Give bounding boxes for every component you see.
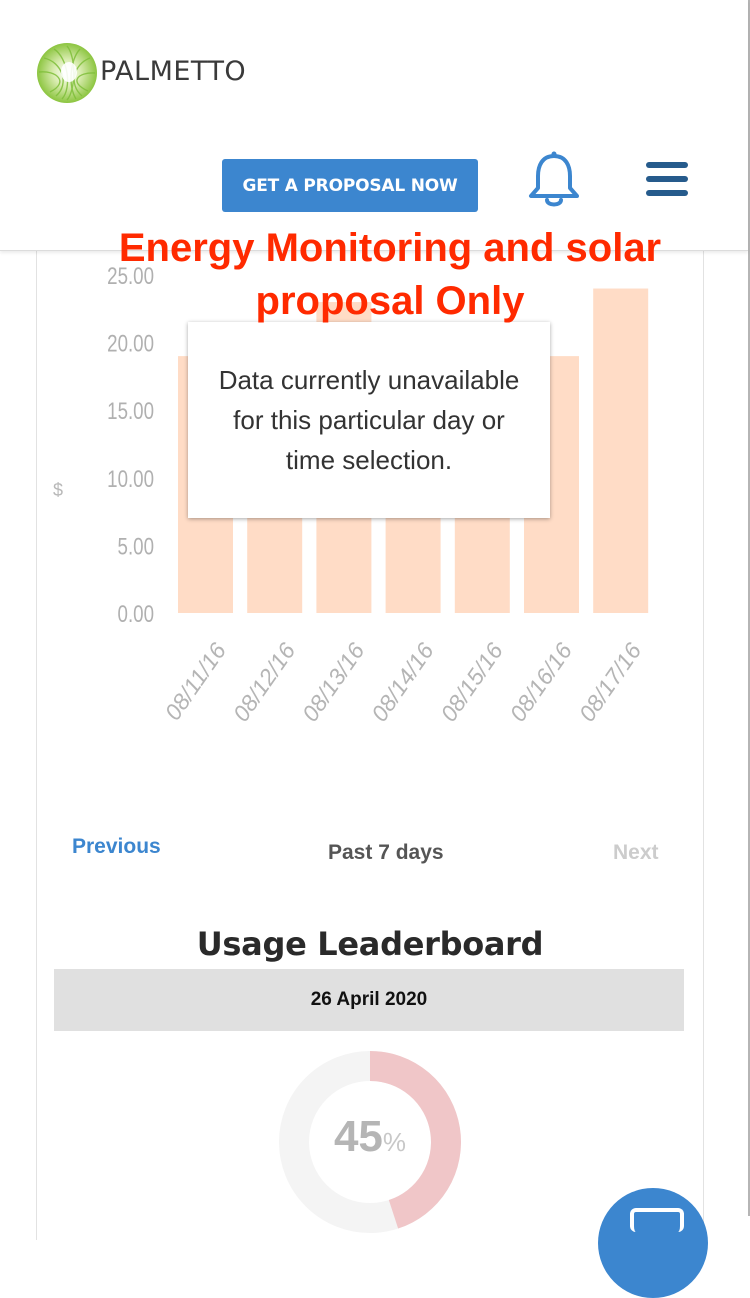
y-axis-label: $ — [53, 480, 63, 500]
x-tick-label: 08/11/16 — [159, 638, 231, 725]
x-tick-label: 08/17/16 — [574, 638, 647, 726]
data-unavailable-tooltip: Data currently unavailable for this part… — [188, 322, 550, 518]
y-tick-label: 10.00 — [107, 466, 154, 493]
previous-link[interactable]: Previous — [72, 835, 161, 858]
right-border — [748, 0, 750, 1216]
y-tick-label: 25.00 — [107, 263, 154, 290]
chat-fab-button[interactable] — [598, 1188, 708, 1298]
next-link[interactable]: Next — [613, 841, 659, 864]
usage-donut-arc — [369, 1051, 461, 1229]
hamburger-menu-icon[interactable] — [646, 162, 688, 198]
range-label: Past 7 days — [328, 841, 444, 864]
overlay-banner: Energy Monitoring and solar proposal Onl… — [118, 226, 662, 323]
brand-name: PALMETTO — [100, 56, 247, 87]
chart-bar[interactable] — [593, 288, 649, 613]
y-tick-label: 20.00 — [107, 330, 154, 357]
x-tick-label: 08/13/16 — [297, 638, 370, 726]
palmetto-logo[interactable]: PALMETTO — [36, 42, 266, 106]
y-tick-label: 15.00 — [107, 398, 154, 425]
chat-icon — [630, 1208, 684, 1232]
palmetto-leaf-icon — [37, 43, 97, 103]
leaderboard-date-bar: 26 April 2020 — [54, 969, 684, 1031]
x-tick-label: 08/15/16 — [435, 638, 508, 726]
y-tick-label: 0.00 — [118, 601, 154, 628]
leaderboard-date: 26 April 2020 — [310, 989, 428, 1010]
x-tick-label: 08/12/16 — [228, 638, 301, 726]
get-proposal-button[interactable]: GET A PROPOSAL NOW — [222, 159, 478, 212]
usage-percent: 45% — [333, 1112, 407, 1161]
x-tick-label: 08/14/16 — [366, 638, 439, 726]
bell-icon[interactable] — [525, 150, 583, 210]
site-header: PALMETTO GET A PROPOSAL NOW — [0, 0, 748, 251]
tooltip-message: Data currently unavailable for this part… — [218, 365, 520, 475]
x-tick-label: 08/16/16 — [504, 638, 577, 726]
leaderboard-title: Usage Leaderboard — [196, 925, 544, 963]
y-tick-label: 5.00 — [118, 533, 154, 560]
